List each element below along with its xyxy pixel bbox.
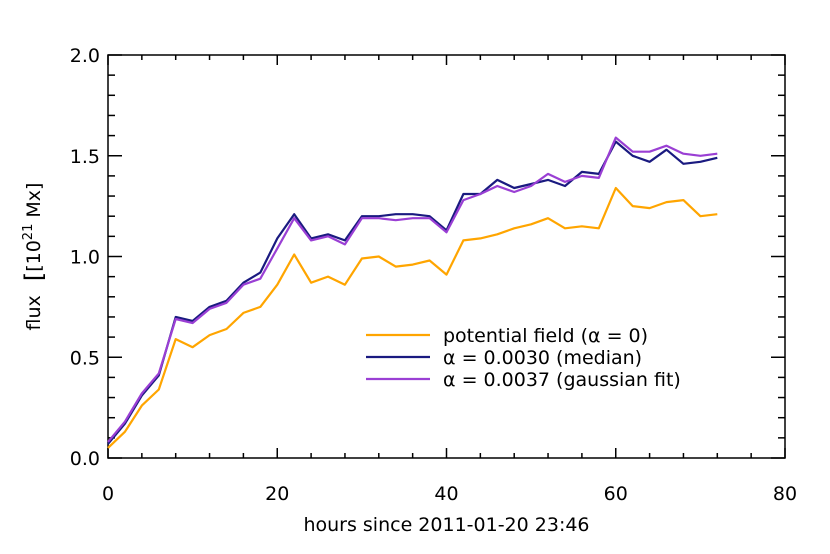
axis-tick-labels: 0 20 40 60 80 0.0 0.5 1.0 1.5 2.0	[70, 45, 797, 505]
x-tick-label: 40	[434, 483, 458, 505]
y-axis-title-exponent: 21	[21, 224, 36, 241]
y-axis-title-base: [10	[23, 240, 45, 272]
axis-ticks	[107, 54, 786, 459]
data-series	[107, 136, 718, 449]
series-line-2	[107, 136, 718, 443]
series-line-0	[107, 186, 718, 449]
y-axis-title-bracket: [	[20, 272, 48, 281]
y-tick-label: 0.5	[70, 347, 100, 369]
svg-text:flux [[1021 Mx]: flux [[1021 Mx]	[20, 183, 48, 331]
legend-label-1: α = 0.0030 (median)	[443, 347, 642, 369]
x-tick-label: 60	[604, 483, 628, 505]
y-tick-label: 2.0	[70, 45, 100, 67]
y-tick-label: 1.5	[70, 146, 100, 168]
legend-label-2: α = 0.0037 (gaussian fit)	[443, 369, 681, 391]
plot-frame	[107, 54, 786, 459]
x-tick-label: 20	[265, 483, 289, 505]
legend-label-0: potential field (α = 0)	[443, 325, 648, 347]
x-axis-title: hours since 2011-01-20 23:46	[303, 514, 589, 536]
y-tick-label: 1.0	[70, 247, 100, 269]
series-line-1	[107, 140, 718, 445]
x-tick-label: 0	[102, 483, 114, 505]
y-axis-title-suffix: Mx]	[23, 183, 45, 224]
legend: potential field (α = 0)α = 0.0030 (media…	[366, 325, 681, 391]
x-tick-label: 80	[773, 483, 797, 505]
y-axis-title: flux [[1021 Mx]	[20, 183, 48, 331]
y-tick-label: 0.0	[70, 448, 100, 470]
y-axis-title-prefix: flux	[23, 295, 45, 330]
